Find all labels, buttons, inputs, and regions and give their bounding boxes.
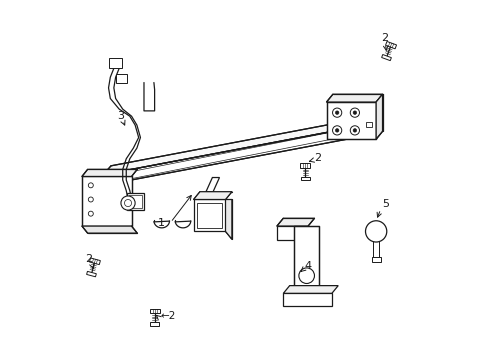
Polygon shape [376,94,383,139]
Polygon shape [103,116,373,175]
Circle shape [88,211,93,216]
Polygon shape [326,94,383,102]
Text: 2: 2 [381,33,389,43]
Polygon shape [366,116,373,136]
Bar [129,195,142,208]
Circle shape [124,199,132,207]
Text: 5: 5 [382,199,389,209]
Polygon shape [301,177,310,180]
Bar [283,293,332,306]
Circle shape [299,268,315,283]
Circle shape [88,183,93,188]
Polygon shape [206,177,220,192]
Circle shape [335,111,339,114]
Bar [194,199,225,231]
Polygon shape [150,323,159,326]
Polygon shape [225,199,232,239]
Bar [126,193,144,210]
Polygon shape [90,258,100,265]
Text: 3: 3 [118,111,124,121]
Polygon shape [294,226,319,293]
Bar [109,58,122,68]
Bar [373,231,379,258]
Polygon shape [326,102,376,139]
Circle shape [366,221,387,242]
Circle shape [333,126,342,135]
Bar [116,74,127,82]
Polygon shape [382,54,392,60]
Circle shape [353,111,357,114]
Circle shape [335,129,339,132]
Circle shape [350,126,360,135]
Circle shape [88,197,93,202]
Polygon shape [149,309,160,313]
Text: ←2: ←2 [161,311,176,321]
Polygon shape [82,169,137,176]
Polygon shape [300,163,310,168]
Polygon shape [87,271,97,277]
Text: 2: 2 [314,153,321,162]
Bar [277,226,308,240]
Polygon shape [82,176,132,226]
Circle shape [350,108,360,117]
Polygon shape [103,125,366,185]
Text: 2: 2 [85,253,92,264]
Text: 4: 4 [305,261,312,271]
Polygon shape [277,218,315,226]
Circle shape [333,108,342,117]
Polygon shape [194,192,232,199]
Polygon shape [82,226,137,233]
Bar [366,122,372,127]
Text: 1: 1 [158,218,165,228]
Bar [371,257,381,261]
Bar [197,203,222,228]
Polygon shape [386,41,396,49]
Circle shape [121,196,135,210]
Polygon shape [283,285,338,293]
Circle shape [353,129,357,132]
